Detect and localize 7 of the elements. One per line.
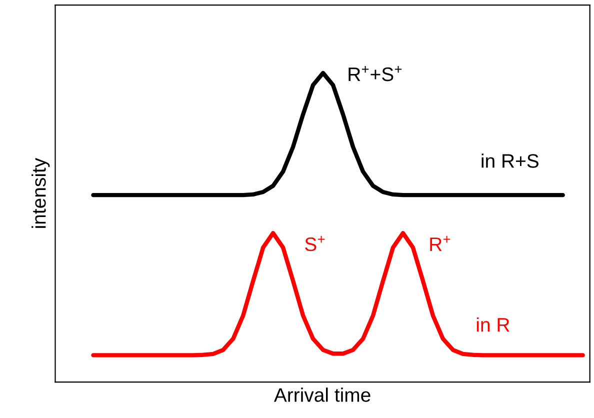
y-axis-title: intensity (32, 158, 50, 228)
annotation: R$^{+}$ (430, 236, 450, 251)
annotation: in R+S (482, 154, 538, 168)
annotation: S$^{+}$ (305, 236, 325, 252)
annotation: in R (476, 317, 510, 332)
x-axis-title: Arrival time (274, 388, 370, 402)
annotation: R$^{+}$+S$^{+}$ (348, 66, 402, 82)
